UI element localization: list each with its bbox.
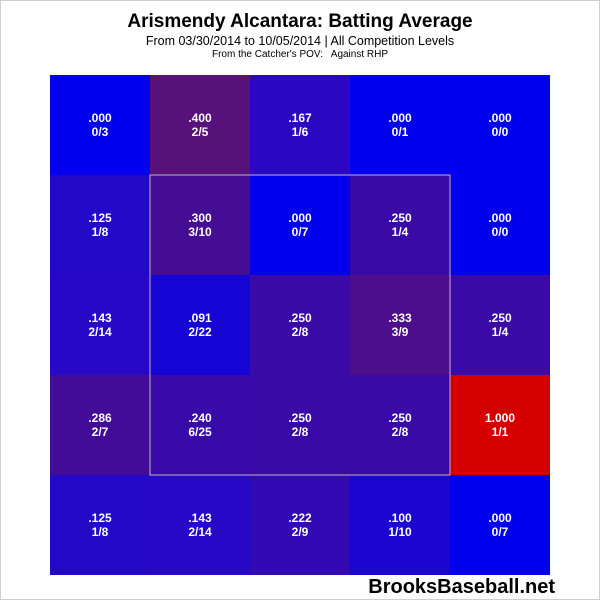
zone-hits-ab-r1-c3: 1/4 bbox=[392, 225, 409, 239]
zone-avg-r4-c3: .100 bbox=[388, 511, 412, 525]
chart-perspective-note: From the Catcher's POV: Against RHP bbox=[211, 49, 389, 60]
zone-avg-r2-c4: .250 bbox=[488, 311, 512, 325]
zone-cell-r4-c1 bbox=[150, 475, 250, 575]
zone-avg-r3-c4: 1.000 bbox=[485, 411, 515, 425]
zone-avg-r4-c0: .125 bbox=[88, 511, 112, 525]
zone-avg-r2-c3: .333 bbox=[388, 311, 412, 325]
brooksbaseball-watermark: BrooksBaseball.net bbox=[368, 576, 555, 598]
zone-hits-ab-r4-c0: 1/8 bbox=[92, 525, 109, 539]
zone-cell-r1-c4 bbox=[450, 175, 550, 275]
zone-avg-r0-c3: .000 bbox=[388, 111, 412, 125]
zone-cell-r2-c2 bbox=[250, 275, 350, 375]
zone-cell-r0-c0 bbox=[50, 75, 150, 175]
zone-hits-ab-r4-c4: 0/7 bbox=[492, 525, 509, 539]
zone-cell-r1-c2 bbox=[250, 175, 350, 275]
zone-hits-ab-r3-c3: 2/8 bbox=[392, 425, 409, 439]
zone-cell-r2-c1 bbox=[150, 275, 250, 375]
zone-hits-ab-r1-c0: 1/8 bbox=[92, 225, 109, 239]
zone-cell-r2-c4 bbox=[450, 275, 550, 375]
zone-hits-ab-r2-c1: 2/22 bbox=[188, 325, 212, 339]
zone-cell-r1-c3 bbox=[350, 175, 450, 275]
zone-cell-r4-c0 bbox=[50, 475, 150, 575]
zone-avg-r3-c3: .250 bbox=[388, 411, 412, 425]
zone-cell-r0-c1 bbox=[150, 75, 250, 175]
zone-hits-ab-r1-c4: 0/0 bbox=[492, 225, 509, 239]
zone-hits-ab-r3-c1: 6/25 bbox=[188, 425, 212, 439]
strike-zone-box bbox=[149, 174, 451, 476]
zone-hits-ab-r0-c3: 0/1 bbox=[392, 125, 409, 139]
zone-cell-r3-c0 bbox=[50, 375, 150, 475]
zone-avg-r1-c2: .000 bbox=[288, 211, 312, 225]
zone-avg-r0-c2: .167 bbox=[288, 111, 312, 125]
zone-hits-ab-r0-c1: 2/5 bbox=[192, 125, 209, 139]
zone-avg-r1-c3: .250 bbox=[388, 211, 412, 225]
zone-cell-r1-c1 bbox=[150, 175, 250, 275]
chart-subtitle: From 03/30/2014 to 10/05/2014 | All Comp… bbox=[145, 34, 455, 48]
zone-avg-r1-c1: .300 bbox=[188, 211, 212, 225]
zone-cell-r4-c4 bbox=[450, 475, 550, 575]
zone-cell-r2-c0 bbox=[50, 275, 150, 375]
zone-hits-ab-r1-c1: 3/10 bbox=[188, 225, 212, 239]
zone-hits-ab-r2-c2: 2/8 bbox=[292, 325, 309, 339]
zone-avg-r3-c0: .286 bbox=[88, 411, 112, 425]
zone-avg-r1-c4: .000 bbox=[488, 211, 512, 225]
zone-avg-r2-c1: .091 bbox=[188, 311, 212, 325]
zone-hits-ab-r3-c0: 2/7 bbox=[92, 425, 109, 439]
zone-cell-r3-c1 bbox=[150, 375, 250, 475]
zone-cell-r0-c4 bbox=[450, 75, 550, 175]
zone-hits-ab-r2-c4: 1/4 bbox=[492, 325, 509, 339]
zone-cell-r4-c2 bbox=[250, 475, 350, 575]
zone-hits-ab-r0-c4: 0/0 bbox=[492, 125, 509, 139]
zone-avg-r4-c1: .143 bbox=[188, 511, 212, 525]
zone-avg-r3-c1: .240 bbox=[188, 411, 212, 425]
zone-cell-r3-c3 bbox=[350, 375, 450, 475]
zone-avg-r1-c0: .125 bbox=[88, 211, 112, 225]
zone-avg-r0-c0: .000 bbox=[88, 111, 112, 125]
zone-cell-r2-c3 bbox=[350, 275, 450, 375]
zone-avg-r0-c1: .400 bbox=[188, 111, 212, 125]
zone-hits-ab-r0-c2: 1/6 bbox=[292, 125, 309, 139]
zone-hits-ab-r2-c0: 2/14 bbox=[88, 325, 112, 339]
zone-hits-ab-r2-c3: 3/9 bbox=[392, 325, 409, 339]
zone-avg-r0-c4: .000 bbox=[488, 111, 512, 125]
zone-avg-r4-c4: .000 bbox=[488, 511, 512, 525]
zone-hits-ab-r0-c0: 0/3 bbox=[92, 125, 109, 139]
zone-cell-r1-c0 bbox=[50, 175, 150, 275]
zone-avg-r2-c0: .143 bbox=[88, 311, 112, 325]
zone-hits-ab-r4-c2: 2/9 bbox=[292, 525, 309, 539]
zone-hits-ab-r4-c1: 2/14 bbox=[188, 525, 212, 539]
chart-title: Arismendy Alcantara: Batting Average bbox=[127, 11, 473, 32]
zone-cell-r3-c2 bbox=[250, 375, 350, 475]
zone-cell-r4-c3 bbox=[350, 475, 450, 575]
zone-cell-r3-c4 bbox=[450, 375, 550, 475]
zone-hits-ab-r4-c3: 1/10 bbox=[388, 525, 412, 539]
zone-avg-r2-c2: .250 bbox=[288, 311, 312, 325]
zone-hits-ab-r3-c4: 1/1 bbox=[492, 425, 509, 439]
heatmap-labels: .0000/3.4002/5.1671/6.0000/1.0000/0.1251… bbox=[88, 111, 515, 539]
zone-cell-r0-c3 bbox=[350, 75, 450, 175]
zone-avg-r3-c2: .250 bbox=[288, 411, 312, 425]
zone-avg-r4-c2: .222 bbox=[288, 511, 312, 525]
zone-hits-ab-r3-c2: 2/8 bbox=[292, 425, 309, 439]
zone-hits-ab-r1-c2: 0/7 bbox=[292, 225, 309, 239]
heatmap-cells bbox=[50, 75, 550, 575]
zone-cell-r0-c2 bbox=[250, 75, 350, 175]
